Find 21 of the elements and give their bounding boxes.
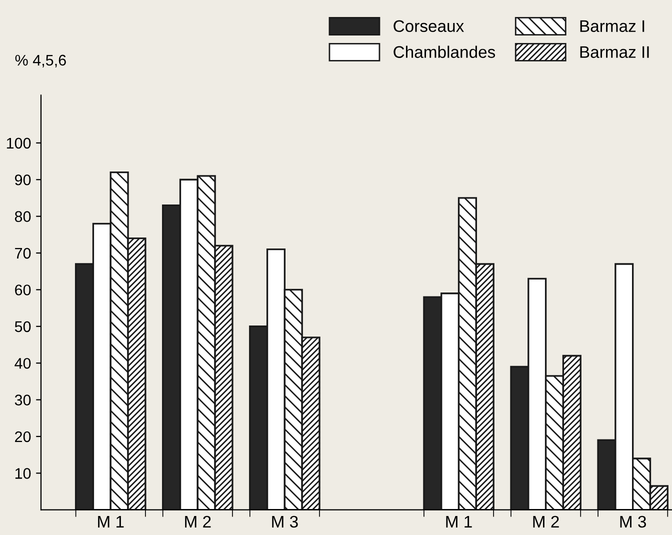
x-tick-label: M 2: [533, 516, 559, 528]
y-tick-label: 30: [14, 394, 31, 406]
y-tick-label: 90: [14, 174, 31, 186]
x-tick-label: M 3: [620, 516, 646, 528]
y-tick-label: 40: [14, 358, 31, 369]
legend-label: Barmaz II: [580, 46, 649, 58]
y-tick-label: 100: [6, 138, 31, 149]
y-tick-label: 20: [15, 431, 31, 442]
y-tick-label: 80: [14, 211, 31, 222]
y-tick-label: 50: [14, 321, 31, 332]
y-axis-title: % 4,5,6: [15, 54, 66, 68]
legend-label: Chamblandes: [394, 46, 496, 58]
legend-label: Barmaz I: [580, 20, 644, 32]
y-tick-label: 60: [15, 284, 31, 296]
y-tick-label: 10: [15, 468, 31, 479]
legend-label: Corseaux: [394, 20, 464, 32]
x-tick-label: M 1: [446, 516, 472, 528]
x-tick-label: M 1: [98, 516, 124, 528]
y-tick-label: 70: [15, 248, 31, 259]
x-tick-label: M 3: [272, 516, 298, 528]
x-tick-label: M 2: [185, 516, 211, 528]
